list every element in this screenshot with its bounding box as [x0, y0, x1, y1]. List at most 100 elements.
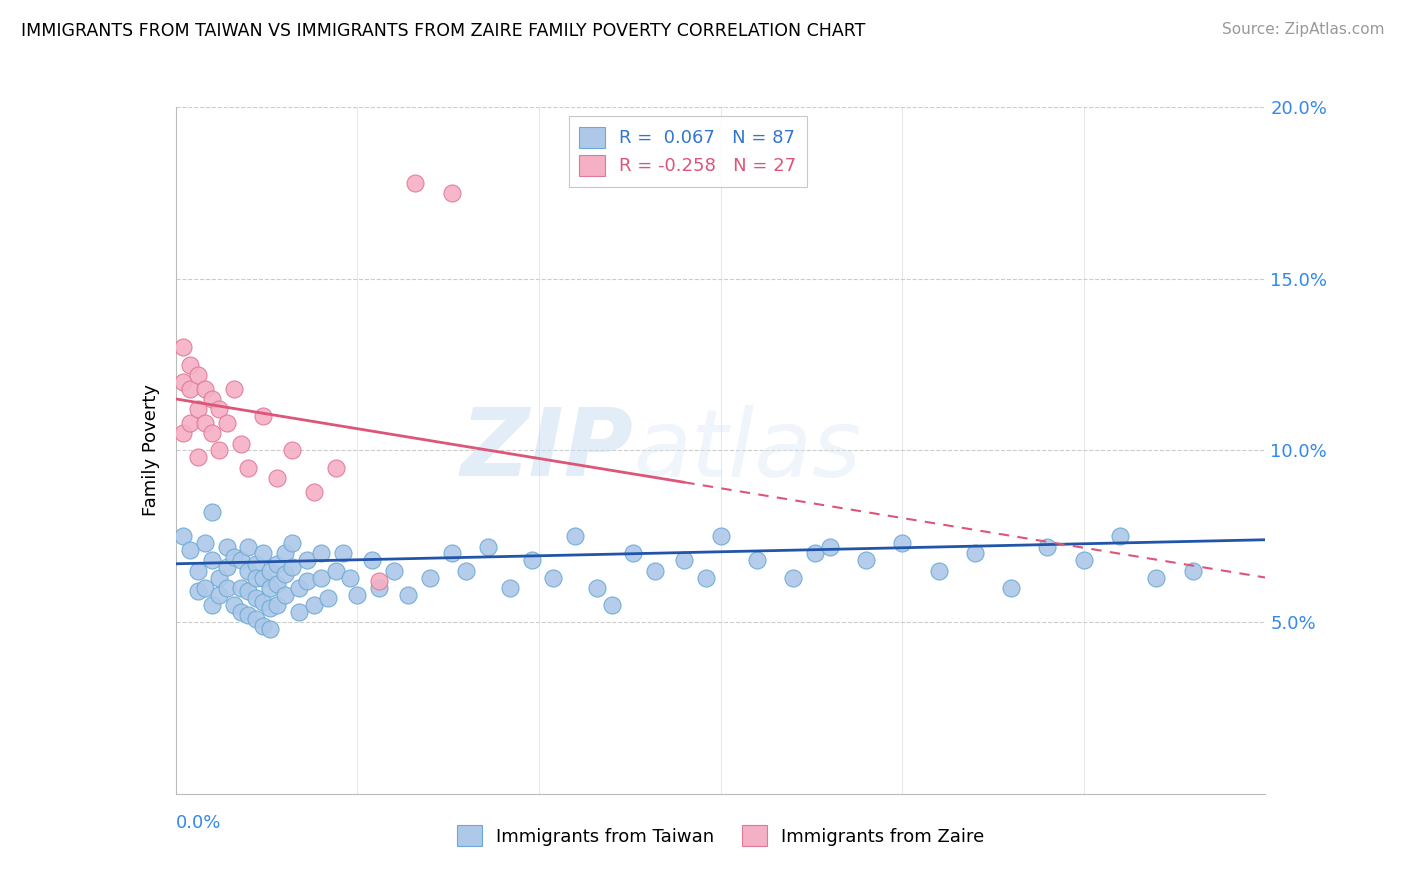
Text: 0.0%: 0.0%	[176, 814, 221, 832]
Legend: Immigrants from Taiwan, Immigrants from Zaire: Immigrants from Taiwan, Immigrants from …	[450, 818, 991, 854]
Point	[238, 564, 260, 578]
Point	[318, 591, 340, 606]
Point	[382, 564, 405, 578]
Point	[259, 564, 281, 578]
Point	[499, 581, 522, 595]
Point	[238, 584, 260, 599]
Point	[710, 529, 733, 543]
Point	[245, 612, 267, 626]
Point	[245, 591, 267, 606]
Point	[186, 368, 209, 382]
Point	[745, 553, 768, 567]
Point	[396, 588, 419, 602]
Point	[281, 560, 304, 574]
Point	[231, 553, 253, 567]
Point	[274, 588, 297, 602]
Point	[259, 601, 281, 615]
Point	[208, 402, 231, 417]
Point	[266, 471, 288, 485]
Point	[222, 382, 245, 396]
Text: atlas: atlas	[633, 405, 862, 496]
Point	[1146, 570, 1168, 584]
Point	[231, 581, 253, 595]
Point	[325, 460, 347, 475]
Text: IMMIGRANTS FROM TAIWAN VS IMMIGRANTS FROM ZAIRE FAMILY POVERTY CORRELATION CHART: IMMIGRANTS FROM TAIWAN VS IMMIGRANTS FRO…	[21, 22, 866, 40]
Point	[172, 340, 194, 354]
Point	[673, 553, 696, 567]
Point	[1036, 540, 1059, 554]
Point	[231, 605, 253, 619]
Point	[405, 176, 427, 190]
Point	[208, 570, 231, 584]
Point	[208, 443, 231, 458]
Point	[368, 574, 391, 588]
Point	[346, 588, 368, 602]
Point	[201, 598, 224, 612]
Point	[456, 564, 478, 578]
Point	[360, 553, 382, 567]
Point	[586, 581, 609, 595]
Point	[259, 581, 281, 595]
Point	[252, 409, 274, 423]
Point	[179, 382, 201, 396]
Text: ZIP: ZIP	[461, 404, 633, 497]
Point	[231, 436, 253, 450]
Point	[1181, 564, 1204, 578]
Point	[695, 570, 717, 584]
Point	[804, 546, 827, 561]
Point	[194, 416, 217, 430]
Point	[274, 567, 297, 582]
Point	[963, 546, 986, 561]
Point	[172, 375, 194, 389]
Point	[440, 186, 463, 200]
Point	[302, 598, 325, 612]
Point	[215, 560, 238, 574]
Point	[201, 553, 224, 567]
Point	[172, 529, 194, 543]
Point	[186, 564, 209, 578]
Point	[281, 443, 304, 458]
Point	[1073, 553, 1095, 567]
Point	[339, 570, 361, 584]
Point	[309, 546, 332, 561]
Point	[194, 382, 217, 396]
Point	[782, 570, 804, 584]
Point	[201, 426, 224, 441]
Point	[179, 416, 201, 430]
Point	[252, 594, 274, 608]
Point	[215, 581, 238, 595]
Point	[245, 557, 267, 571]
Point	[440, 546, 463, 561]
Point	[520, 553, 543, 567]
Point	[172, 426, 194, 441]
Point	[194, 581, 217, 595]
Point	[252, 546, 274, 561]
Point	[325, 564, 347, 578]
Point	[252, 618, 274, 632]
Point	[281, 536, 304, 550]
Point	[238, 608, 260, 623]
Point	[259, 622, 281, 636]
Point	[179, 358, 201, 372]
Point	[302, 484, 325, 499]
Point	[543, 570, 565, 584]
Point	[266, 598, 288, 612]
Text: Source: ZipAtlas.com: Source: ZipAtlas.com	[1222, 22, 1385, 37]
Point	[238, 460, 260, 475]
Point	[222, 598, 245, 612]
Point	[201, 505, 224, 519]
Point	[368, 581, 391, 595]
Point	[564, 529, 586, 543]
Point	[201, 392, 224, 406]
Point	[252, 570, 274, 584]
Point	[1109, 529, 1132, 543]
Point	[891, 536, 914, 550]
Point	[295, 553, 318, 567]
Point	[644, 564, 666, 578]
Y-axis label: Family Poverty: Family Poverty	[142, 384, 160, 516]
Point	[419, 570, 441, 584]
Point	[186, 402, 209, 417]
Point	[222, 549, 245, 564]
Point	[295, 574, 318, 588]
Point	[855, 553, 877, 567]
